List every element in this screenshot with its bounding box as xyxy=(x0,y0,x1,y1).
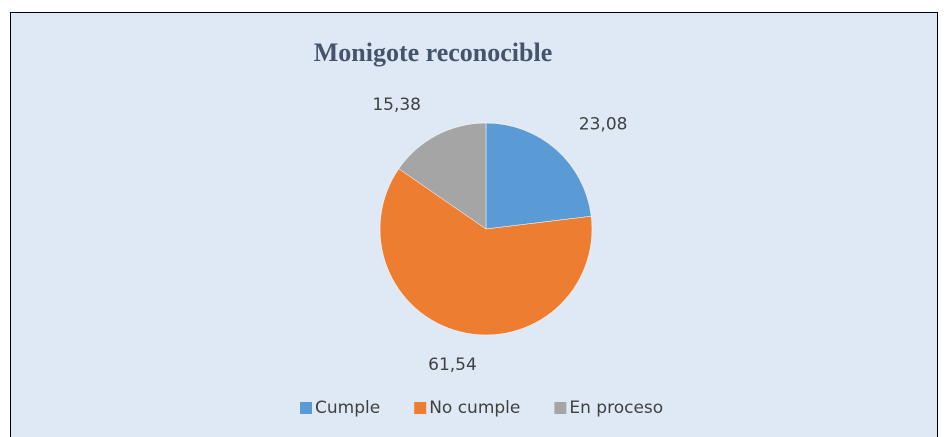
data-label: 61,54 xyxy=(428,355,477,375)
legend-label: No cumple xyxy=(429,398,520,418)
legend-swatch xyxy=(300,402,312,414)
legend-label: Cumple xyxy=(315,398,380,418)
pie-slice xyxy=(485,122,592,230)
chart-title: Monigote reconocible xyxy=(314,38,553,67)
data-label: 23,08 xyxy=(579,114,628,134)
pie-slice xyxy=(379,168,593,336)
legend-swatch xyxy=(414,402,427,414)
pie-slice xyxy=(398,122,487,230)
data-label: 15,38 xyxy=(372,95,421,115)
legend-swatch xyxy=(554,402,567,414)
legend-label: En proceso xyxy=(569,398,663,418)
